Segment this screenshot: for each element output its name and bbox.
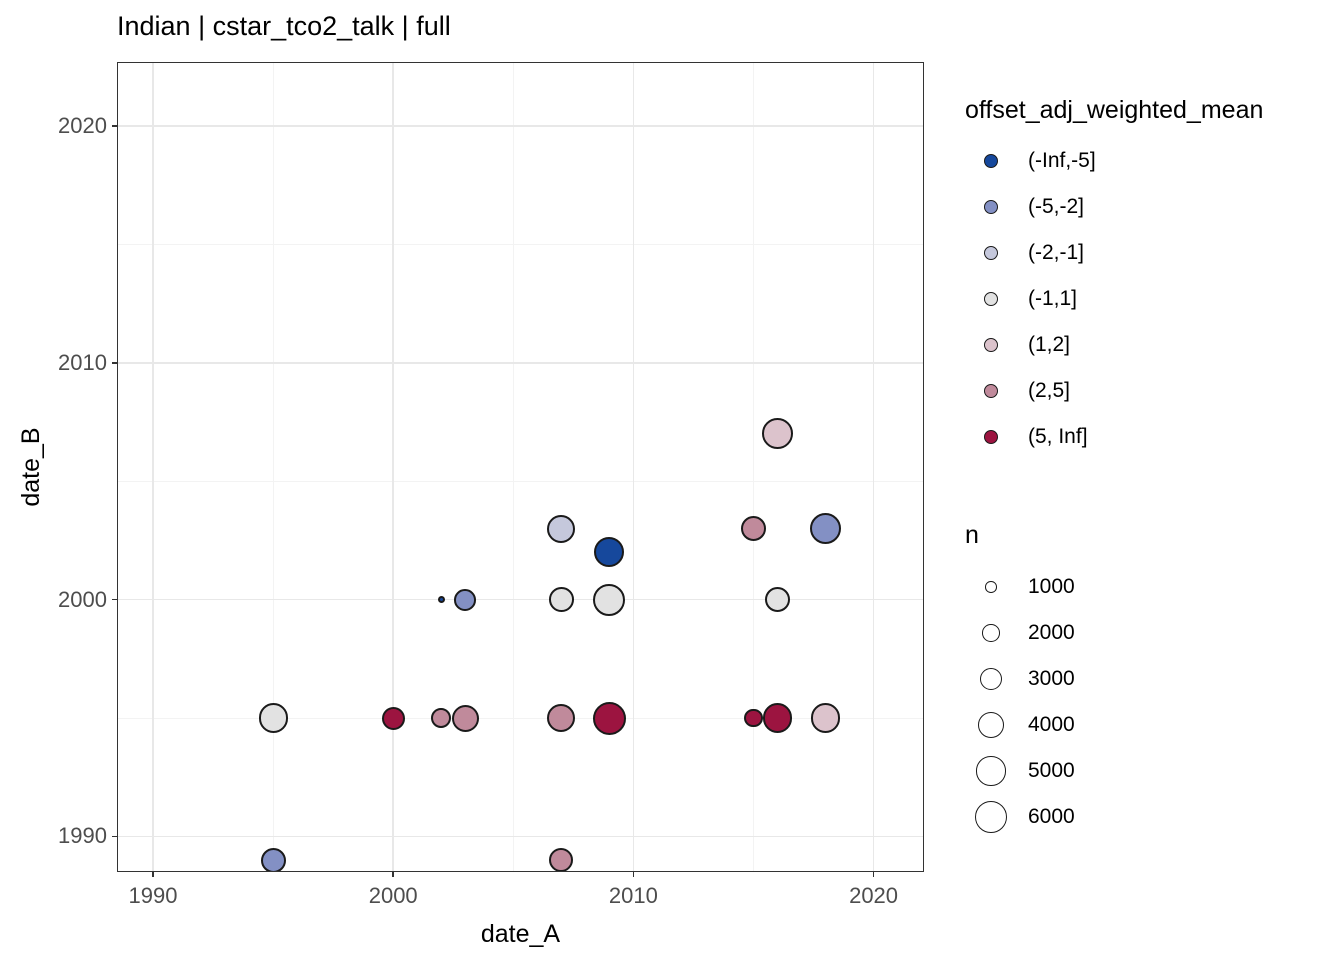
color-legend-swatch xyxy=(983,245,999,261)
data-point xyxy=(258,703,288,733)
gridline-y-minor xyxy=(117,243,924,245)
data-point xyxy=(454,588,477,611)
size-legend-title: n xyxy=(965,521,979,549)
y-tick-label: 2000 xyxy=(58,586,107,612)
y-tick-mark xyxy=(112,598,117,601)
y-axis-title: date_B xyxy=(17,427,45,507)
plot-title: Indian | cstar_tco2_talk | full xyxy=(117,11,451,41)
color-legend-swatch xyxy=(983,337,999,353)
color-legend-swatch xyxy=(983,153,999,169)
size-legend-circle xyxy=(976,756,1006,786)
color-legend-swatch xyxy=(983,199,999,215)
data-point xyxy=(764,587,790,613)
data-point xyxy=(260,847,286,872)
data-point xyxy=(549,848,574,872)
gridline-x-major xyxy=(632,62,635,872)
gridline-x-major xyxy=(392,62,394,872)
size-legend-circle xyxy=(985,581,997,593)
color-legend-swatch xyxy=(983,383,999,399)
size-legend-label: 4000 xyxy=(1028,713,1075,736)
color-legend-label: (5, Inf] xyxy=(1028,425,1088,448)
size-legend-label: 1000 xyxy=(1028,575,1075,598)
color-legend-label: (-2,-1] xyxy=(1028,241,1085,264)
size-legend-circle xyxy=(974,800,1008,834)
data-point xyxy=(547,514,576,543)
color-legend-label: (-5,-2] xyxy=(1028,195,1085,218)
size-legend-label: 5000 xyxy=(1028,759,1075,782)
legend: offset_adj_weighted_mean (-Inf,-5] (-5,-2… xyxy=(965,0,1340,960)
x-tick-mark xyxy=(632,872,635,877)
x-axis-title: date_A xyxy=(480,920,561,948)
data-point xyxy=(740,516,766,542)
data-point xyxy=(809,513,842,545)
color-legend-label: (1,2] xyxy=(1028,333,1071,356)
size-legend-circle xyxy=(979,667,1003,691)
size-legend-label: 2000 xyxy=(1028,621,1075,644)
data-point xyxy=(592,701,626,735)
plot-panel xyxy=(117,62,924,872)
gridline-x-minor xyxy=(753,62,754,872)
color-legend-label: (2,5] xyxy=(1028,379,1071,402)
x-tick-label: 2000 xyxy=(368,883,418,908)
data-point xyxy=(810,703,841,733)
data-point xyxy=(437,596,445,604)
gridline-x-minor xyxy=(272,62,274,872)
y-tick-label: 1990 xyxy=(58,823,107,849)
gridline-y-minor xyxy=(117,717,924,719)
data-point xyxy=(762,418,793,450)
x-tick-label: 1990 xyxy=(128,883,178,908)
x-tick-mark xyxy=(392,872,394,877)
color-legend-swatch xyxy=(983,291,999,307)
color-legend-swatch xyxy=(983,429,999,445)
y-tick-label: 2020 xyxy=(58,112,107,138)
data-point xyxy=(381,706,405,730)
data-point xyxy=(431,708,452,728)
gridline-x-minor xyxy=(512,62,514,872)
gridline-y-minor xyxy=(117,480,924,482)
y-tick-label: 2010 xyxy=(58,349,107,375)
y-tick-mark xyxy=(112,125,117,127)
y-tick-mark xyxy=(112,361,117,364)
size-legend-circle xyxy=(982,624,1000,642)
x-tick-mark xyxy=(152,872,154,877)
size-legend-circle xyxy=(978,712,1004,738)
data-point xyxy=(451,704,479,732)
data-point xyxy=(548,587,574,612)
size-legend-label: 3000 xyxy=(1028,667,1075,690)
data-point xyxy=(744,708,763,728)
size-legend-label: 6000 xyxy=(1028,805,1075,828)
x-tick-label: 2010 xyxy=(608,883,658,908)
gridline-y-major xyxy=(117,598,924,601)
gridline-y-major xyxy=(117,125,924,127)
color-legend-label: (-Inf,-5] xyxy=(1028,149,1096,172)
data-point xyxy=(594,537,625,568)
gridline-y-major xyxy=(117,361,924,364)
color-legend-title: offset_adj_weighted_mean xyxy=(965,96,1264,124)
gridline-x-major xyxy=(152,62,154,872)
data-point xyxy=(762,703,793,734)
y-tick-mark xyxy=(112,835,117,838)
color-legend-label: (-1,1] xyxy=(1028,287,1078,310)
gridline-x-major xyxy=(872,62,875,872)
x-tick-mark xyxy=(872,872,875,877)
data-point xyxy=(593,583,626,616)
gridline-y-major xyxy=(117,835,924,838)
data-point xyxy=(547,704,576,732)
x-tick-label: 2020 xyxy=(849,883,899,908)
